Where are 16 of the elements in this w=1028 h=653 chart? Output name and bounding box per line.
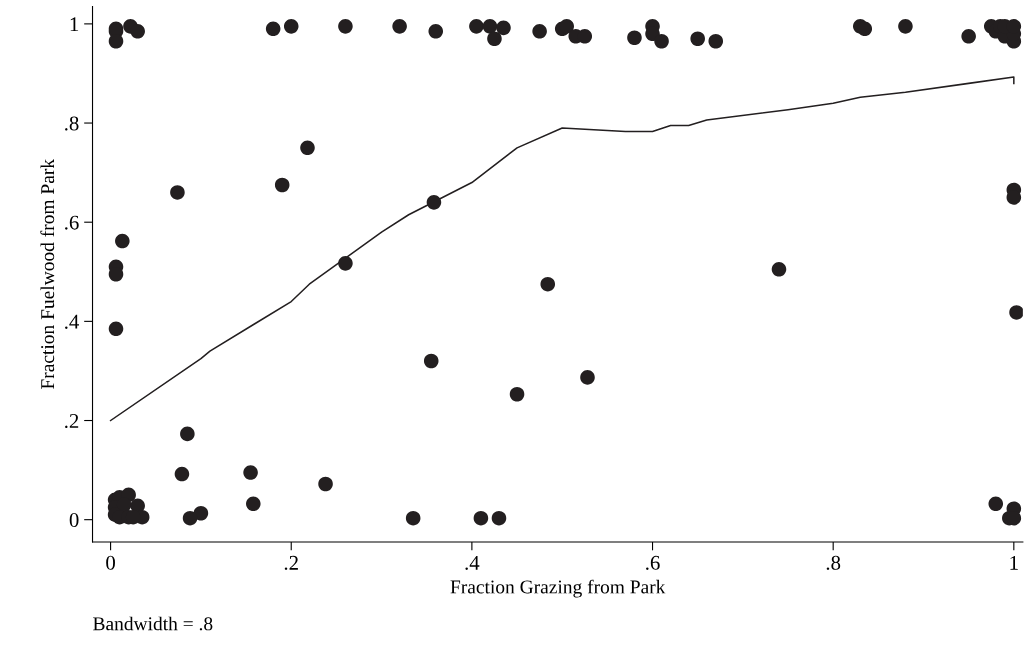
text: Bandwidth = .8 — [93, 616, 213, 631]
y-axis-title: Fraction Fuelwood from Park — [40, 158, 55, 389]
x-tick-label: .2 — [284, 555, 298, 570]
y-tick-label: .4 — [65, 314, 79, 329]
x-tick-label: .8 — [826, 555, 841, 570]
y-tick-label: .6 — [65, 215, 79, 230]
x-tick-label: .4 — [465, 555, 480, 570]
y-tick-label: .2 — [65, 413, 79, 429]
y-tick-label: .8 — [65, 116, 79, 131]
y-tick-label: 1 — [70, 17, 79, 32]
line-series — [109, 76, 1015, 422]
y-tick-label: 0 — [69, 513, 79, 528]
x-tick-label: 1 — [1010, 555, 1018, 570]
x-tick-label: .6 — [646, 555, 660, 570]
x-axis-title: Fraction Grazing from Park — [450, 579, 666, 598]
x-tick-label: 0 — [106, 555, 115, 570]
